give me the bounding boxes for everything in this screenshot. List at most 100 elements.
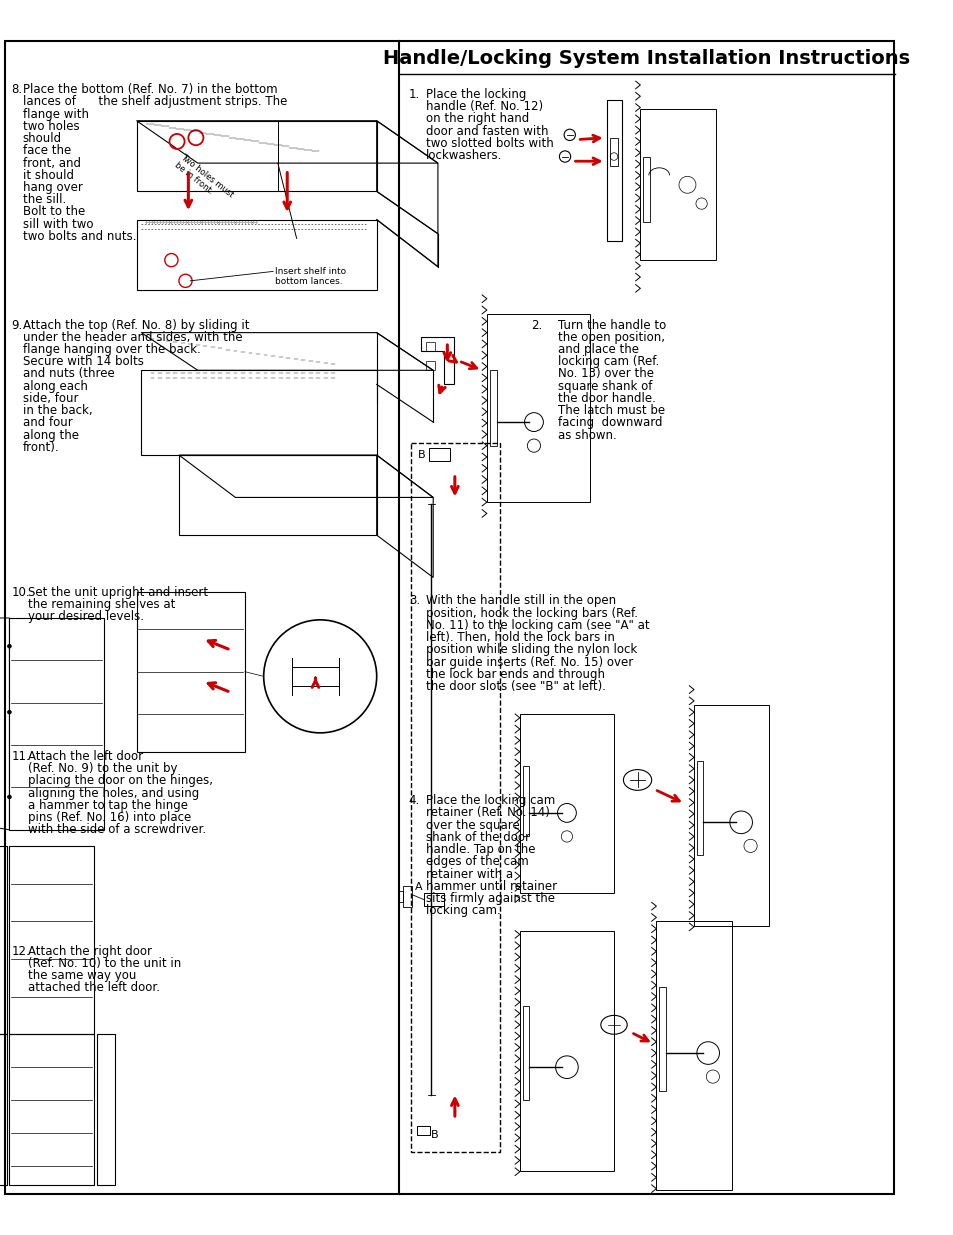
Bar <box>522 766 529 836</box>
Text: retainer (Ref. No. 14): retainer (Ref. No. 14) <box>425 806 549 819</box>
Text: door and fasten with: door and fasten with <box>425 125 548 137</box>
Text: position while sliding the nylon lock: position while sliding the nylon lock <box>425 643 637 656</box>
Text: Secure with 14 bolts: Secure with 14 bolts <box>23 356 143 368</box>
Text: square shank of: square shank of <box>557 379 651 393</box>
Text: (Ref. No. 10) to the unit in: (Ref. No. 10) to the unit in <box>29 957 181 969</box>
Text: along the: along the <box>23 429 78 442</box>
Text: retainer with a: retainer with a <box>425 867 513 881</box>
Text: Two holes must
be in front.: Two holes must be in front. <box>172 153 234 207</box>
Text: facing  downward: facing downward <box>557 416 661 430</box>
Text: with the side of a screwdriver.: with the side of a screwdriver. <box>29 824 206 836</box>
Bar <box>486 314 590 503</box>
Text: handle (Ref. No. 12): handle (Ref. No. 12) <box>425 100 542 114</box>
Text: lockwashers.: lockwashers. <box>425 149 501 162</box>
Text: Place the locking cam: Place the locking cam <box>425 794 555 808</box>
Text: edges of the cam: edges of the cam <box>425 856 528 868</box>
Text: Place the locking: Place the locking <box>425 88 525 101</box>
Text: it should: it should <box>23 169 73 182</box>
Text: 10.: 10. <box>11 585 30 599</box>
Text: the door handle.: the door handle. <box>557 391 655 405</box>
Text: Handle/Locking System Installation Instructions: Handle/Locking System Installation Instr… <box>383 49 909 68</box>
Text: as shown.: as shown. <box>557 429 616 442</box>
Text: No. 13) over the: No. 13) over the <box>557 368 653 380</box>
Text: 9.: 9. <box>11 319 23 331</box>
Text: the open position,: the open position, <box>557 331 664 343</box>
Text: With the handle still in the open: With the handle still in the open <box>425 594 615 608</box>
Text: two slotted bolts with: two slotted bolts with <box>425 137 553 149</box>
Circle shape <box>8 710 11 714</box>
Bar <box>429 447 450 461</box>
Bar <box>694 705 768 926</box>
Bar <box>10 846 94 1034</box>
Bar <box>425 342 435 352</box>
Text: hang over: hang over <box>23 182 82 194</box>
Bar <box>522 1007 529 1100</box>
Text: the remaining shelves at: the remaining shelves at <box>29 598 175 611</box>
Text: bar guide inserts (Ref. No. 15) over: bar guide inserts (Ref. No. 15) over <box>425 656 632 668</box>
Text: handle. Tap on the: handle. Tap on the <box>425 844 535 856</box>
Text: Place the bottom (Ref. No. 7) in the bottom: Place the bottom (Ref. No. 7) in the bot… <box>23 83 277 96</box>
Text: sits firmly against the: sits firmly against the <box>425 892 554 905</box>
Bar <box>425 361 435 370</box>
Text: shank of the door: shank of the door <box>425 831 529 844</box>
Text: side, four: side, four <box>23 391 78 405</box>
Bar <box>410 443 499 1152</box>
Text: 4.: 4. <box>408 794 419 808</box>
Bar <box>519 714 614 893</box>
Text: locking cam (Ref.: locking cam (Ref. <box>557 356 659 368</box>
Text: in the back,: in the back, <box>23 404 92 417</box>
Bar <box>610 137 618 165</box>
Bar <box>656 921 731 1189</box>
Bar <box>423 893 444 906</box>
Bar <box>136 592 245 752</box>
Text: Turn the handle to: Turn the handle to <box>557 319 665 331</box>
Text: and four: and four <box>23 416 72 430</box>
Bar <box>398 892 402 903</box>
Text: hammer until retainer: hammer until retainer <box>425 879 557 893</box>
Text: Attach the top (Ref. No. 8) by sliding it: Attach the top (Ref. No. 8) by sliding i… <box>23 319 249 331</box>
Bar <box>10 618 104 830</box>
Text: on the right hand: on the right hand <box>425 112 528 125</box>
Text: and place the: and place the <box>557 343 638 356</box>
Bar <box>639 110 715 261</box>
Text: lances of      the shelf adjustment strips. The: lances of the shelf adjustment strips. T… <box>23 95 287 109</box>
Circle shape <box>8 645 11 648</box>
Text: over the square: over the square <box>425 819 518 831</box>
Text: along each: along each <box>23 379 88 393</box>
Text: left). Then, hold the lock bars in: left). Then, hold the lock bars in <box>425 631 614 645</box>
Bar <box>696 761 702 856</box>
Bar <box>416 1125 430 1135</box>
Text: two holes: two holes <box>23 120 79 133</box>
Text: 12.: 12. <box>11 945 30 958</box>
Text: a hammer to tap the hinge: a hammer to tap the hinge <box>29 799 188 811</box>
Text: attached the left door.: attached the left door. <box>29 982 160 994</box>
Text: pins (Ref. No. 16) into place: pins (Ref. No. 16) into place <box>29 811 192 824</box>
Text: B: B <box>431 1130 438 1140</box>
Bar <box>642 157 649 222</box>
Bar <box>489 370 497 446</box>
Text: No. 11) to the locking cam (see "A" at: No. 11) to the locking cam (see "A" at <box>425 619 649 632</box>
Text: (Ref. No. 9) to the unit by: (Ref. No. 9) to the unit by <box>29 762 177 776</box>
Text: Set the unit upright and insert: Set the unit upright and insert <box>29 585 208 599</box>
Text: two bolts and nuts.: two bolts and nuts. <box>23 230 136 243</box>
Text: flange hanging over the back.: flange hanging over the back. <box>23 343 200 356</box>
Text: sill with two: sill with two <box>23 217 93 231</box>
Text: 11.: 11. <box>11 750 30 763</box>
Text: Attach the right door: Attach the right door <box>29 945 152 958</box>
Text: Insert shelf into
bottom lances.: Insert shelf into bottom lances. <box>274 267 346 287</box>
Text: placing the door on the hinges,: placing the door on the hinges, <box>29 774 213 787</box>
Text: Bolt to the: Bolt to the <box>23 205 85 219</box>
Text: front).: front). <box>23 441 59 454</box>
Text: your desired levels.: your desired levels. <box>29 610 144 624</box>
Text: under the header and sides, with the: under the header and sides, with the <box>23 331 242 343</box>
Text: should: should <box>23 132 62 144</box>
Text: the door slots (see "B" at left).: the door slots (see "B" at left). <box>425 680 605 693</box>
Bar <box>659 987 665 1091</box>
Text: the sill.: the sill. <box>23 193 66 206</box>
Bar <box>402 887 412 906</box>
Bar <box>607 100 621 241</box>
Text: the lock bar ends and through: the lock bar ends and through <box>425 668 604 680</box>
Circle shape <box>8 795 11 799</box>
Text: and nuts (three: and nuts (three <box>23 368 114 380</box>
Text: the same way you: the same way you <box>29 969 136 982</box>
